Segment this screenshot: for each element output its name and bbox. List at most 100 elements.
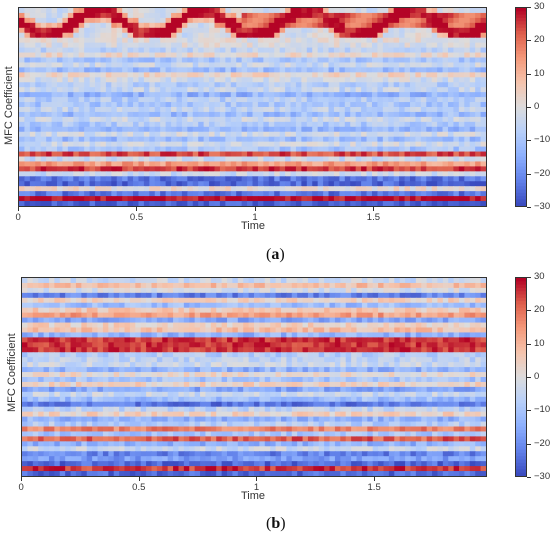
heatmap-cell: [129, 282, 136, 289]
heatmap-cell: [192, 62, 199, 68]
heatmap-cell: [280, 352, 287, 358]
heatmap-cell: [328, 201, 335, 206]
heatmap-cell: [97, 342, 104, 348]
heatmap-cell: [203, 47, 210, 54]
heatmap-cell: [162, 292, 169, 299]
heatmap-cell: [301, 92, 308, 98]
heatmap-cell: [57, 67, 64, 73]
heatmap-cell: [437, 97, 444, 103]
heatmap-cell: [67, 8, 74, 14]
heatmap-cell: [138, 156, 145, 163]
heatmap-cell: [431, 77, 438, 83]
heatmap-cell: [187, 67, 194, 73]
heatmap-cell: [151, 278, 158, 284]
heatmap-cell: [100, 87, 107, 93]
heatmap-cell: [248, 332, 255, 338]
heatmap-cell: [173, 342, 180, 348]
heatmap-cell: [393, 161, 400, 167]
heatmap-cell: [339, 87, 346, 93]
heatmap-cell: [340, 357, 347, 363]
heatmap-cell: [95, 191, 102, 197]
heatmap-cell: [405, 278, 412, 284]
heatmap-cell: [19, 67, 26, 73]
heatmap-cell: [361, 92, 368, 98]
heatmap-cell: [420, 176, 427, 182]
heatmap-cell: [236, 107, 243, 113]
heatmap-cell: [40, 171, 47, 177]
heatmap-cell: [57, 171, 64, 177]
heatmap-cell: [192, 151, 199, 158]
heatmap-cell: [295, 17, 302, 24]
heatmap-cell: [345, 327, 352, 334]
heatmap-cell: [295, 151, 302, 158]
heatmap-cell: [350, 37, 357, 44]
heatmap-cell: [274, 67, 281, 73]
heatmap-cell: [116, 47, 123, 54]
heatmap-cell: [366, 196, 373, 202]
heatmap-cell: [156, 278, 163, 284]
heatmap-cell: [203, 32, 210, 39]
heatmap-cell: [458, 32, 465, 39]
heatmap-cell: [219, 102, 226, 108]
heatmap-cell: [151, 312, 158, 319]
heatmap-cell: [165, 121, 172, 128]
heatmap-cell: [59, 322, 66, 329]
heatmap-cell: [160, 186, 167, 192]
heatmap-cell: [133, 77, 140, 83]
heatmap-cell: [437, 37, 444, 44]
heatmap-cell: [355, 22, 362, 29]
heatmap-cell: [431, 111, 438, 118]
heatmap-cell: [366, 97, 373, 103]
colorbar-segment: [516, 173, 526, 177]
heatmap-cell: [210, 312, 217, 319]
heatmap-cell: [404, 97, 411, 103]
heatmap-cell: [241, 176, 248, 182]
heatmap-cell: [181, 171, 188, 177]
heatmap-cell: [24, 47, 31, 54]
heatmap-cell: [176, 32, 183, 39]
heatmap-cell: [254, 297, 260, 304]
heatmap-cell: [230, 151, 237, 158]
heatmap-cell: [105, 87, 112, 93]
heatmap-cell: [263, 136, 270, 143]
heatmap-cell: [426, 12, 433, 19]
heatmap-cell: [111, 196, 118, 202]
heatmap-cell: [29, 161, 36, 167]
heatmap-cell: [198, 52, 205, 59]
heatmap-cell: [275, 327, 282, 334]
heatmap-cell: [95, 97, 102, 103]
heatmap-cell: [393, 151, 400, 158]
heatmap-cell: [388, 196, 395, 202]
heatmap-cell: [279, 32, 286, 39]
heatmap-cell: [257, 47, 264, 54]
heatmap-cell: [388, 156, 395, 163]
heatmap-cell: [100, 181, 107, 187]
heatmap-cell: [135, 317, 142, 324]
heatmap-cell: [382, 12, 389, 19]
heatmap-cell: [57, 136, 64, 143]
heatmap-cell: [447, 97, 455, 103]
heatmap-cell: [340, 322, 347, 329]
heatmap-cell: [270, 317, 277, 324]
heatmap-cell: [409, 27, 417, 34]
heatmap-cell: [192, 196, 199, 202]
heatmap-cell: [409, 136, 417, 143]
heatmap-cell: [259, 317, 266, 324]
heatmap-cell: [84, 62, 91, 68]
heatmap-cell: [404, 196, 411, 202]
heatmap-cell: [149, 37, 156, 44]
heatmap-cell: [420, 67, 427, 73]
heatmap-cell: [236, 146, 243, 153]
heatmap-cell: [371, 166, 378, 172]
heatmap-cell: [181, 57, 188, 64]
heatmap-cell: [475, 196, 482, 202]
heatmap-cell: [67, 107, 74, 113]
heatmap-cell: [361, 302, 368, 309]
heatmap-cell: [241, 166, 248, 172]
heatmap-cell: [475, 176, 482, 182]
heatmap-cell: [318, 282, 325, 289]
heatmap-cell: [291, 332, 298, 338]
heatmap-cell: [78, 191, 85, 197]
heatmap-cell: [65, 278, 72, 284]
heatmap-cell: [122, 77, 129, 83]
